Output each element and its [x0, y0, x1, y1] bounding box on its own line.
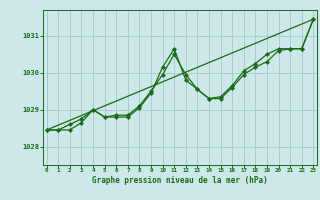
- X-axis label: Graphe pression niveau de la mer (hPa): Graphe pression niveau de la mer (hPa): [92, 176, 268, 185]
